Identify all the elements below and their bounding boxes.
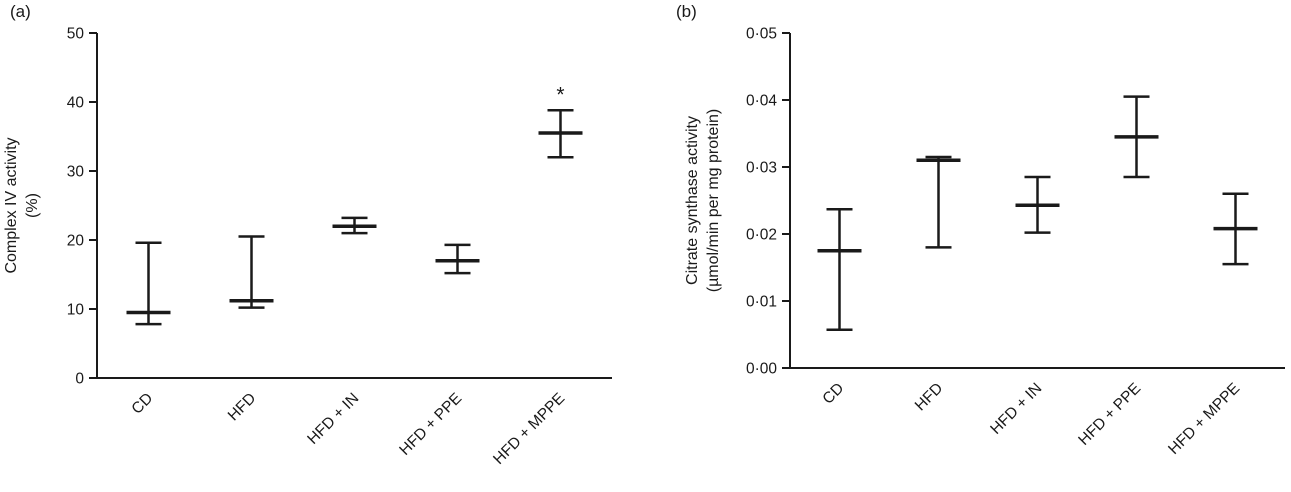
x-tick-label: HFD + MPPE: [490, 390, 568, 468]
errorbar-CD: [126, 241, 171, 326]
y-tick-label: 40: [67, 95, 85, 112]
errorbar-HFD + MPPE: [1213, 192, 1258, 266]
x-tick-label: HFD + PPE: [1075, 380, 1144, 449]
panel-a-chart: 0 10 20 30 40 50 Complex IV activity (%) CD HFD HF…: [3, 26, 612, 468]
x-tick-label: HFD: [912, 380, 947, 415]
y-axis-label: Citrate synthase activity: [684, 116, 701, 285]
errorbar-HFD + IN: [332, 216, 377, 235]
x-tick-label: HFD + PPE: [396, 390, 465, 459]
panel-b-chart: 0·00 0·01 0·02 0·03 0·04 0·05 Citrate synthase…: [684, 26, 1285, 458]
y-tick-label: 30: [67, 164, 85, 181]
y-tick-label: 0·02: [746, 227, 777, 244]
significance-asterisk: *: [556, 83, 564, 106]
y-tick-label: 20: [67, 233, 85, 250]
x-tick-label: CD: [128, 390, 156, 418]
y-tick-label: 0·01: [746, 294, 777, 311]
errorbar-HFD + PPE: [1114, 95, 1159, 179]
errorbar-HFD: [229, 235, 274, 309]
x-tick-label: HFD + IN: [304, 390, 362, 448]
x-tick-label: HFD: [225, 390, 260, 425]
y-axis-label: Complex IV activity: [3, 137, 20, 273]
errorbar-HFD + PPE: [435, 243, 480, 275]
y-axis-label: (µmol/min per mg protein): [705, 109, 722, 293]
y-tick-label: 50: [67, 26, 85, 43]
y-tick-label: 10: [67, 302, 85, 319]
panel-b-label: (b): [676, 2, 697, 21]
y-tick-label: 0·05: [746, 26, 777, 43]
y-tick-label: 0·04: [746, 93, 777, 110]
errorbar-HFD + IN: [1015, 175, 1060, 234]
y-axis-label: (%): [24, 193, 41, 218]
x-tick-label: CD: [819, 380, 847, 408]
x-tick-label: HFD + MPPE: [1165, 380, 1243, 458]
errorbar-HFD: [916, 155, 961, 249]
panel-a-label: (a): [10, 2, 31, 21]
errorbar-HFD + MPPE: [538, 109, 583, 159]
y-tick-label: 0·03: [746, 160, 777, 177]
y-tick-label: 0·00: [746, 361, 777, 378]
errorbar-CD: [817, 207, 862, 332]
y-tick-label: 0: [75, 371, 84, 388]
x-tick-label: HFD + IN: [987, 380, 1045, 438]
